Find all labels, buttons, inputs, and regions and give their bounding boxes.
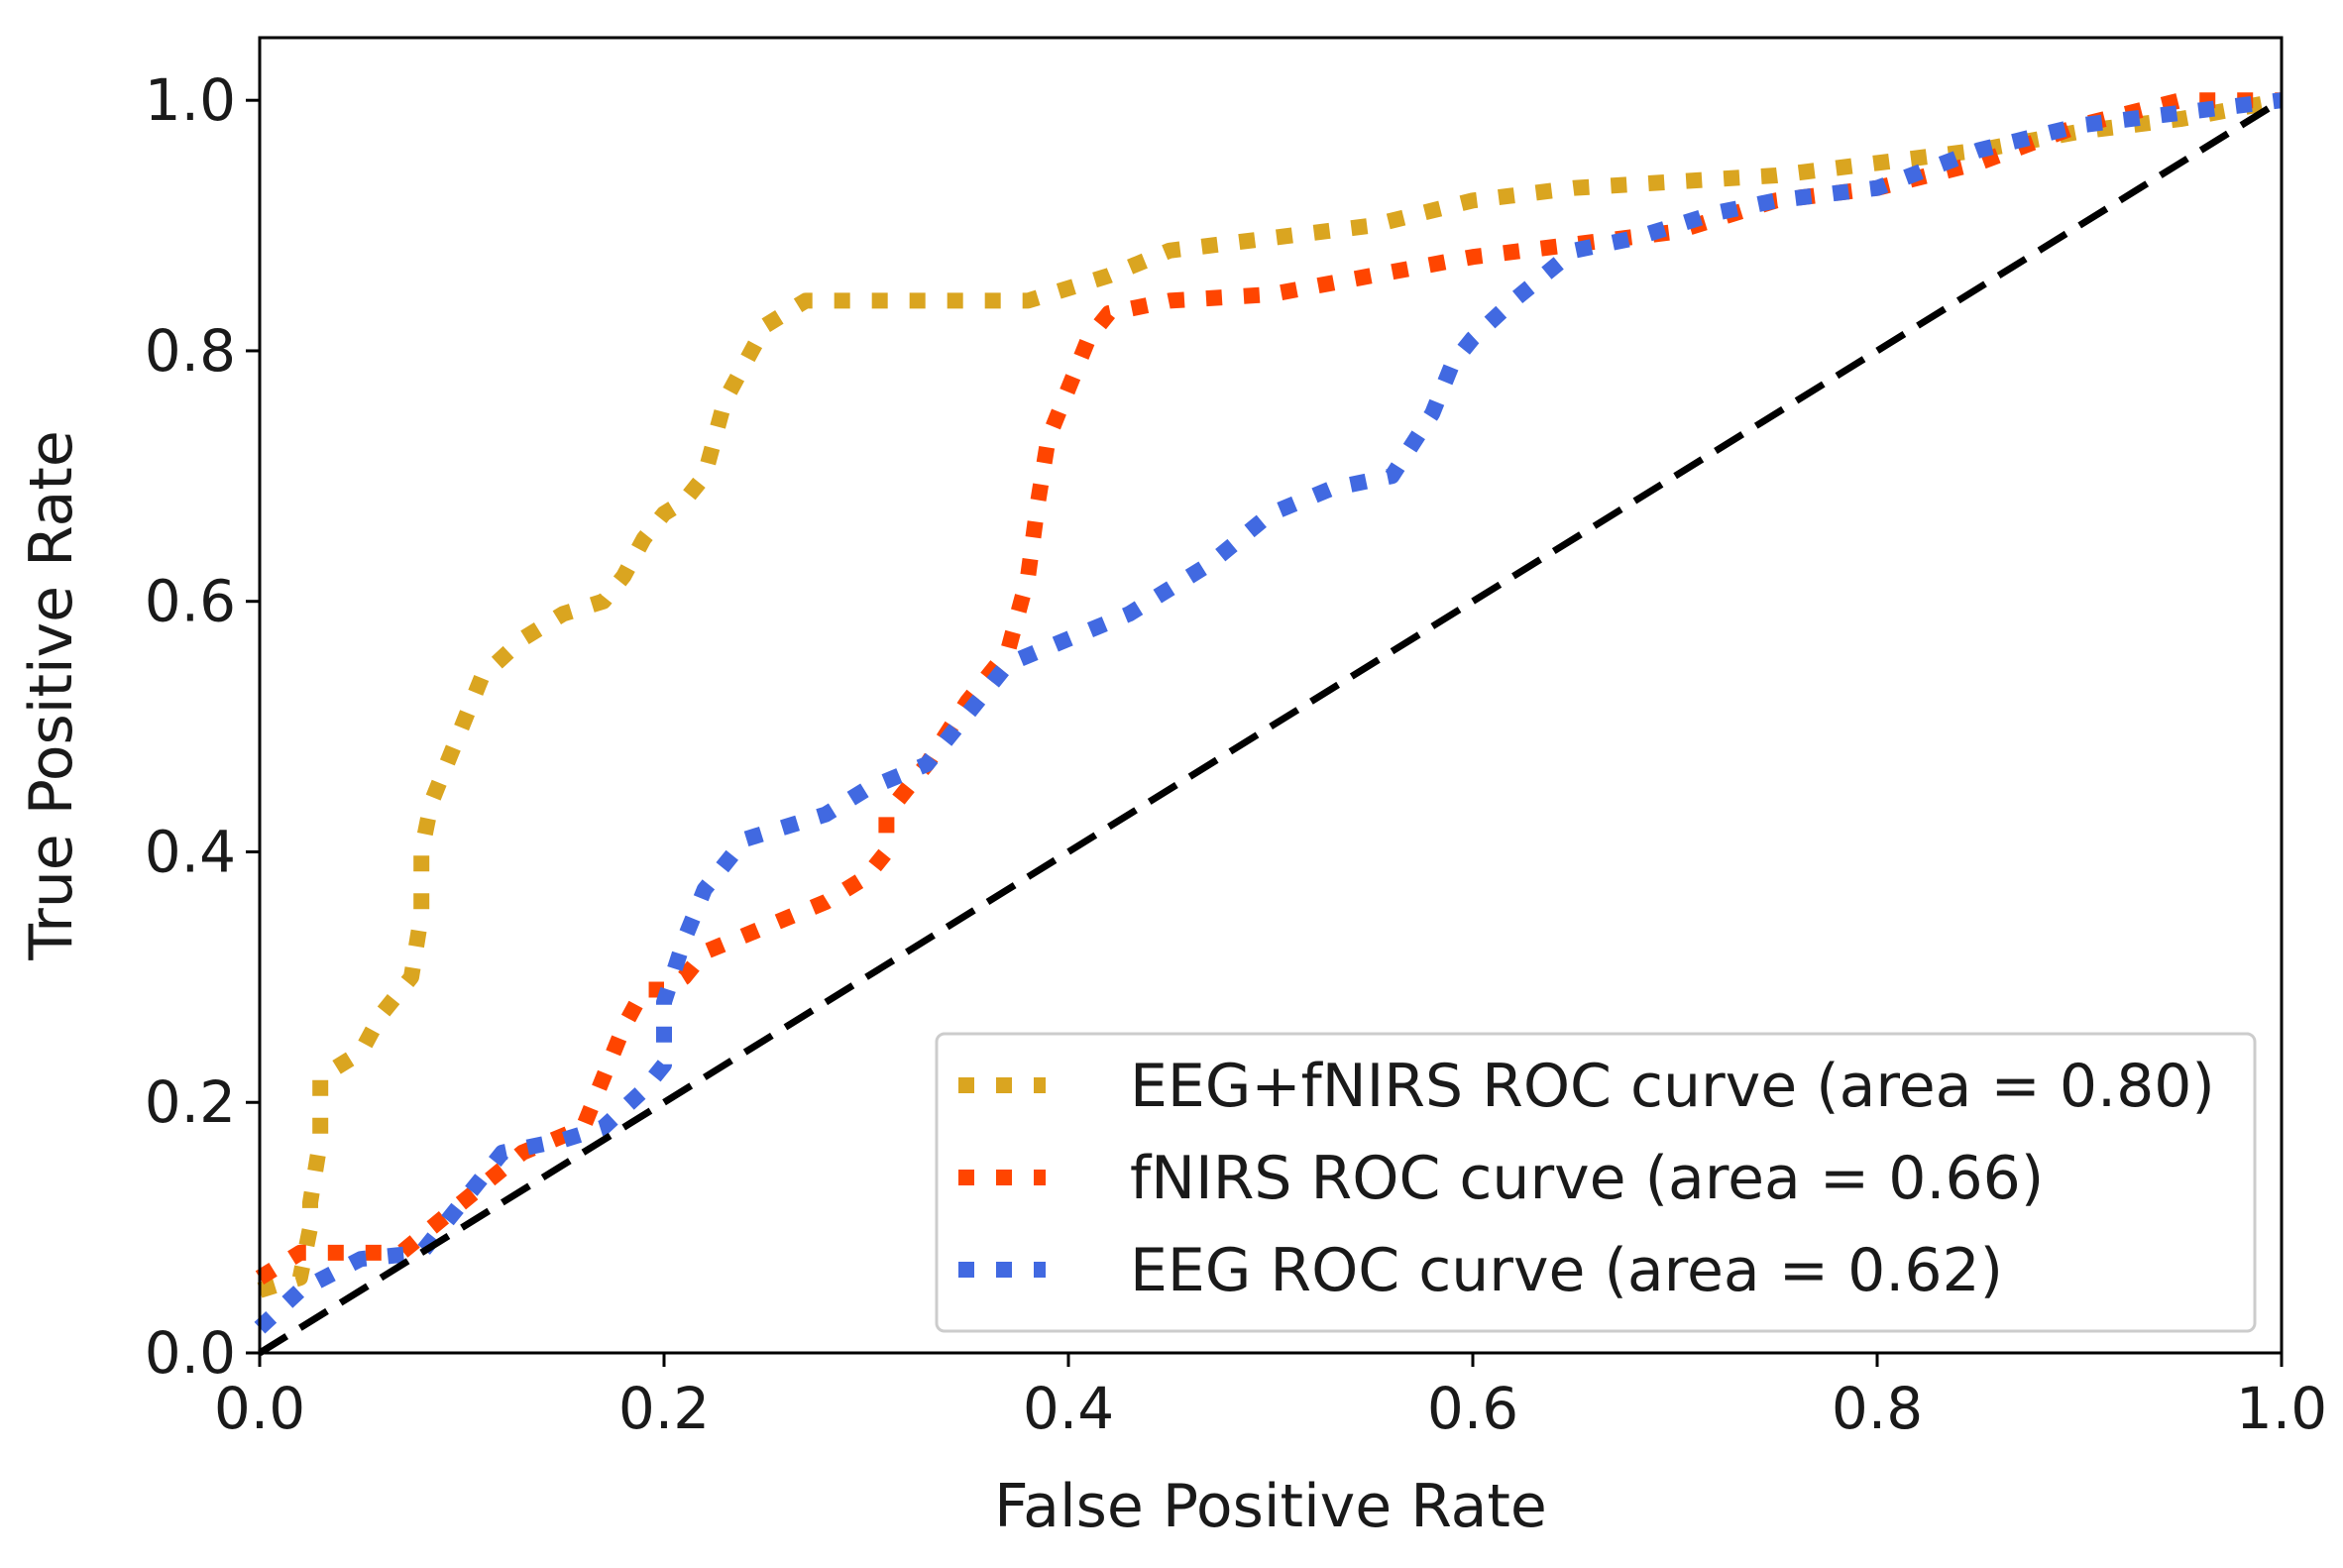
x-axis-label: False Positive Rate xyxy=(994,1472,1547,1541)
series-layer xyxy=(254,92,2284,1356)
roc-series-0 xyxy=(257,92,2284,1298)
x-tick-label: 0.2 xyxy=(618,1375,710,1442)
y-tick-label: 0.6 xyxy=(145,568,236,635)
x-tick-label: 0.8 xyxy=(1832,1375,1923,1442)
legend: EEG+fNIRS ROC curve (area = 0.80) fNIRS R… xyxy=(935,1032,2257,1333)
x-tick-label: 0.0 xyxy=(214,1375,305,1442)
legend-label: EEG ROC curve (area = 0.62) xyxy=(1130,1236,2003,1305)
x-tick-label: 0.4 xyxy=(1023,1375,1114,1442)
legend-box xyxy=(935,1032,2257,1333)
x-axis-ticks: 0.0 0.2 0.4 0.6 0.8 1.0 xyxy=(214,1353,2327,1442)
y-tick-label: 0.2 xyxy=(145,1068,236,1136)
y-axis-label: True Positive Rate xyxy=(17,430,86,960)
plot-frame xyxy=(258,36,2284,1355)
y-tick-label: 0.0 xyxy=(145,1319,236,1387)
x-tick-label: 1.0 xyxy=(2236,1375,2327,1442)
x-tick-label: 0.6 xyxy=(1427,1375,1518,1442)
y-axis-ticks: 0.0 0.2 0.4 0.6 0.8 1.0 xyxy=(145,66,260,1387)
legend-label: EEG+fNIRS ROC curve (area = 0.80) xyxy=(1130,1052,2215,1121)
roc-series-2 xyxy=(254,92,2283,1334)
y-tick-label: 0.8 xyxy=(145,317,236,385)
legend-entries: EEG+fNIRS ROC curve (area = 0.80) fNIRS R… xyxy=(958,1052,2215,1305)
y-tick-label: 0.4 xyxy=(145,818,236,885)
legend-label: fNIRS ROC curve (area = 0.66) xyxy=(1130,1144,2044,1213)
y-tick-label: 1.0 xyxy=(145,66,236,134)
chance-line xyxy=(258,97,2284,1356)
